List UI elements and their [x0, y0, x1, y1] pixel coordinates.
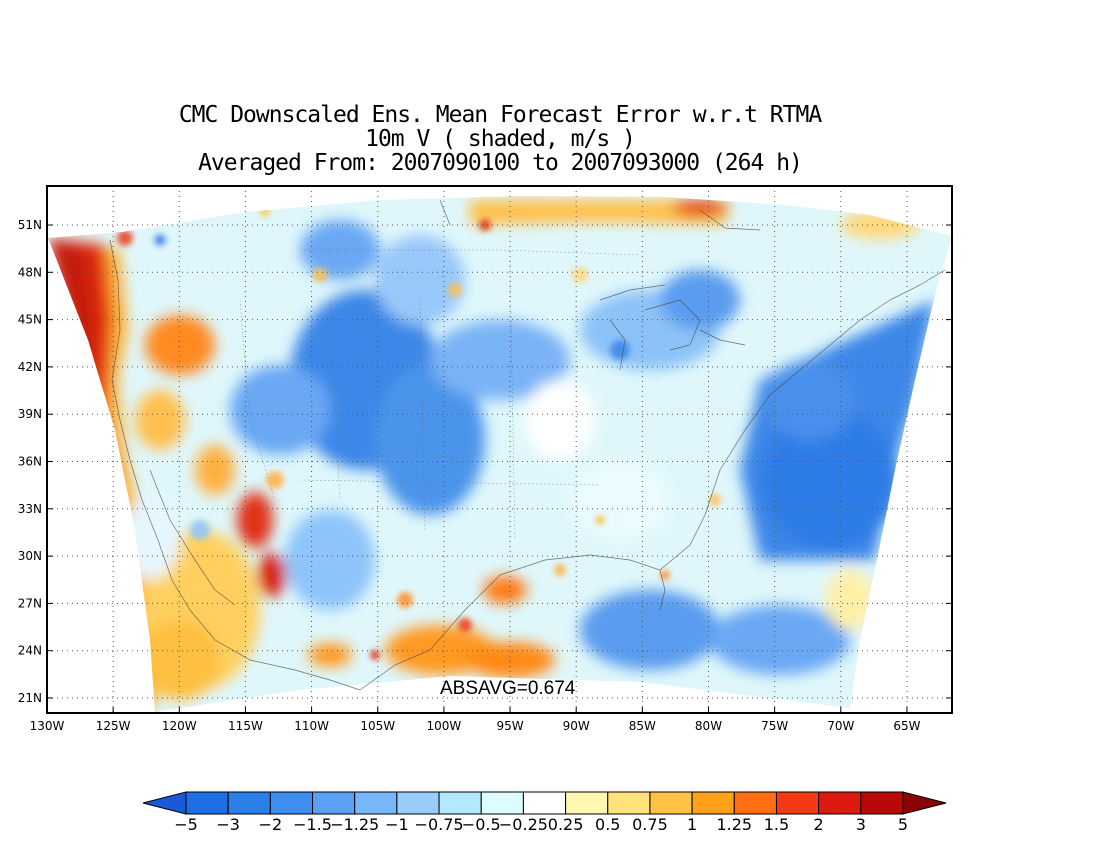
- lon-axis: 130W 125W 120W 115W 110W 105W 100W 95W 90W 85W 80W…: [30, 707, 921, 733]
- lon-tick-label: 65W: [893, 719, 920, 733]
- colorbar-swatch: [312, 791, 356, 815]
- colorbar: −5 −3 −2 −1.5−1.25 −1 −0.75−0.5−0.25 0.25 0.5 0.…: [142, 791, 947, 834]
- lat-tick-label: 48N: [18, 265, 42, 279]
- colorbar-swatch: [607, 791, 651, 815]
- lat-tick-label: 45N: [18, 313, 42, 327]
- lon-tick-label: 85W: [629, 719, 656, 733]
- state-borders: [239, 249, 641, 541]
- lon-tick-label: 115W: [228, 719, 263, 733]
- colorbar-swatch: [775, 791, 820, 815]
- map-frame: [46, 185, 953, 714]
- colorbar-swatch: [818, 791, 862, 815]
- colorbar-low-arrow: [142, 791, 187, 815]
- colorbar-label: 1: [687, 815, 697, 834]
- colorbar-label: −0.75: [415, 815, 464, 834]
- colorbar-label: 0.75: [632, 815, 668, 834]
- lon-tick-label: 70W: [827, 719, 854, 733]
- lon-tick-label: 75W: [761, 719, 788, 733]
- shaded-field: [48, 196, 952, 712]
- lon-tick-label: 105W: [360, 719, 395, 733]
- colorbar-swatch: [354, 791, 398, 815]
- lon-tick-label: 100W: [427, 719, 462, 733]
- colorbar-label: −3: [216, 815, 240, 834]
- colorbar-label: −2: [259, 815, 283, 834]
- colorbar-label: −0.25: [499, 815, 548, 834]
- lon-tick-label: 80W: [695, 719, 722, 733]
- colorbar-swatch: [480, 791, 524, 815]
- lat-tick-label: 42N: [18, 360, 42, 374]
- colorbar-label: −0.5: [462, 815, 501, 834]
- colorbar-swatch: [185, 791, 229, 815]
- lat-tick-label: 21N: [18, 691, 42, 705]
- colorbar-label: 0.25: [548, 815, 584, 834]
- colorbar-swatch: [522, 791, 567, 815]
- colorbar-label: −5: [174, 815, 198, 834]
- colorbar-swatch: [860, 791, 904, 815]
- colorbar-label: 1.5: [764, 815, 789, 834]
- colorbar-swatch: [649, 791, 693, 815]
- lat-tick-label: 39N: [18, 407, 42, 421]
- lat-tick-label: 51N: [18, 218, 42, 232]
- lat-tick-label: 24N: [18, 644, 42, 658]
- colorbar-swatch: [438, 791, 482, 815]
- lon-tick-label: 125W: [96, 719, 131, 733]
- colorbar-swatch: [227, 791, 271, 815]
- colorbar-swatch: [565, 791, 609, 815]
- title-line-2: 10m V ( shaded, m/s ): [365, 126, 636, 152]
- colorbar-label: 3: [856, 815, 866, 834]
- title-line-1: CMC Downscaled Ens. Mean Forecast Error …: [178, 102, 822, 128]
- lat-tick-label: 30N: [18, 549, 42, 563]
- lon-tick-label: 95W: [496, 719, 523, 733]
- lat-axis: 51N 48N 45N 42N 39N 36N 33N 30N 27N 24N 21N: [18, 218, 952, 705]
- colorbar-label: 1.25: [716, 815, 752, 834]
- colorbar-high-arrow: [902, 791, 947, 815]
- colorbar-label: 2: [814, 815, 824, 834]
- colorbar-label: −1: [385, 815, 409, 834]
- coastlines: [109, 199, 946, 691]
- colorbar-swatch: [733, 791, 777, 815]
- title-line-3: Averaged From: 2007090100 to 2007093000 …: [198, 150, 803, 176]
- lat-tick-label: 33N: [18, 502, 42, 516]
- colorbar-label: −1.25: [330, 815, 379, 834]
- absavg-stat: ABSAVG=0.674: [440, 678, 576, 699]
- colorbar-swatch: [269, 791, 314, 815]
- lon-tick-label: 90W: [563, 719, 590, 733]
- colorbar-swatch: [691, 791, 735, 815]
- grid-lines: [46, 186, 952, 713]
- colorbar-label: 5: [898, 815, 908, 834]
- colorbar-label: 0.5: [595, 815, 620, 834]
- colorbar-swatch: [396, 791, 440, 815]
- lat-tick-label: 36N: [18, 455, 42, 469]
- colorbar-label: −1.5: [293, 815, 332, 834]
- lon-tick-label: 120W: [162, 719, 197, 733]
- lon-tick-label: 130W: [30, 719, 65, 733]
- lon-tick-label: 110W: [294, 719, 329, 733]
- lat-tick-label: 27N: [18, 596, 42, 610]
